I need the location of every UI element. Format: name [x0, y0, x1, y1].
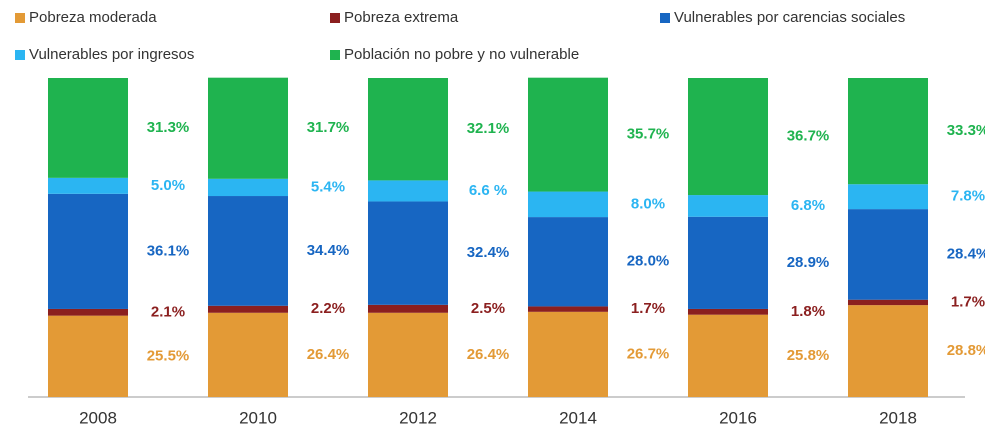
legend-swatch — [15, 13, 25, 23]
bar-segment — [368, 304, 448, 313]
bar-segment — [848, 299, 928, 306]
bar-segment — [848, 78, 928, 185]
value-label: 1.8% — [791, 303, 825, 320]
x-tick-label: 2008 — [79, 408, 117, 427]
bar-segment — [688, 314, 768, 397]
value-label: 28.9% — [787, 254, 830, 271]
value-label: 7.8% — [951, 188, 985, 205]
bar-segment — [688, 308, 768, 315]
value-label: 26.7% — [627, 345, 670, 362]
value-label: 6.6 % — [469, 182, 507, 199]
legend-label: Vulnerables por carencias sociales — [674, 9, 905, 26]
value-label: 36.7% — [787, 128, 830, 145]
x-tick-label: 2010 — [239, 408, 277, 427]
bar-segment — [848, 209, 928, 300]
bar-segment — [208, 196, 288, 306]
value-label: 36.1% — [147, 242, 190, 259]
bar-segment — [368, 78, 448, 181]
value-label: 5.4% — [311, 178, 345, 195]
bar-segment — [208, 178, 288, 197]
legend-swatch — [330, 13, 340, 23]
value-label: 31.3% — [147, 119, 190, 136]
bar-segment — [48, 193, 128, 309]
bar-segment — [688, 78, 768, 196]
bar-segment — [528, 306, 608, 312]
bar-segment — [848, 184, 928, 210]
legend-swatch — [330, 50, 340, 60]
bar-segment — [528, 217, 608, 307]
legend-label: Pobreza moderada — [29, 9, 157, 26]
value-label: 28.4% — [947, 245, 985, 262]
value-label: 26.4% — [307, 346, 350, 363]
value-label: 26.4% — [467, 346, 510, 363]
bar-segment — [208, 305, 288, 313]
value-label: 32.4% — [467, 244, 510, 261]
bar-segment — [368, 312, 448, 397]
bar-segment — [688, 195, 768, 217]
value-label: 2.1% — [151, 303, 185, 320]
value-label: 25.8% — [787, 347, 830, 364]
legend-label: Pobreza extrema — [344, 9, 459, 26]
legend-swatch — [660, 13, 670, 23]
bar-segment — [528, 311, 608, 397]
bar-segment — [48, 177, 128, 194]
x-tick-label: 2012 — [399, 408, 437, 427]
bar-segment — [688, 216, 768, 309]
legend-swatch — [15, 50, 25, 60]
value-label: 33.3% — [947, 122, 985, 139]
legend-label: Vulnerables por ingresos — [29, 46, 194, 63]
bar-segment — [368, 201, 448, 305]
legend-label: Población no pobre y no vulnerable — [344, 46, 579, 63]
value-label: 1.7% — [631, 300, 665, 317]
bar-segment — [528, 77, 608, 192]
value-label: 5.0% — [151, 177, 185, 194]
value-label: 1.7% — [951, 293, 985, 310]
bar-segment — [208, 77, 288, 179]
bar-segment — [48, 308, 128, 316]
value-label: 25.5% — [147, 347, 190, 364]
value-label: 2.5% — [471, 300, 505, 317]
value-label: 28.0% — [627, 253, 670, 270]
bar-segment — [48, 78, 128, 178]
bar-segment — [528, 191, 608, 218]
bar-segment — [848, 305, 928, 397]
value-label: 6.8% — [791, 197, 825, 214]
bar-segment — [208, 312, 288, 397]
bar-segment — [368, 180, 448, 202]
value-label: 34.4% — [307, 242, 350, 259]
value-label: 28.8% — [947, 342, 985, 359]
bar-segment — [48, 315, 128, 397]
value-label: 2.2% — [311, 300, 345, 317]
value-label: 31.7% — [307, 119, 350, 136]
value-label: 35.7% — [627, 126, 670, 143]
x-tick-label: 2016 — [719, 408, 757, 427]
value-label: 32.1% — [467, 120, 510, 137]
value-label: 8.0% — [631, 195, 665, 212]
x-tick-label: 2018 — [879, 408, 917, 427]
x-tick-label: 2014 — [559, 408, 597, 427]
